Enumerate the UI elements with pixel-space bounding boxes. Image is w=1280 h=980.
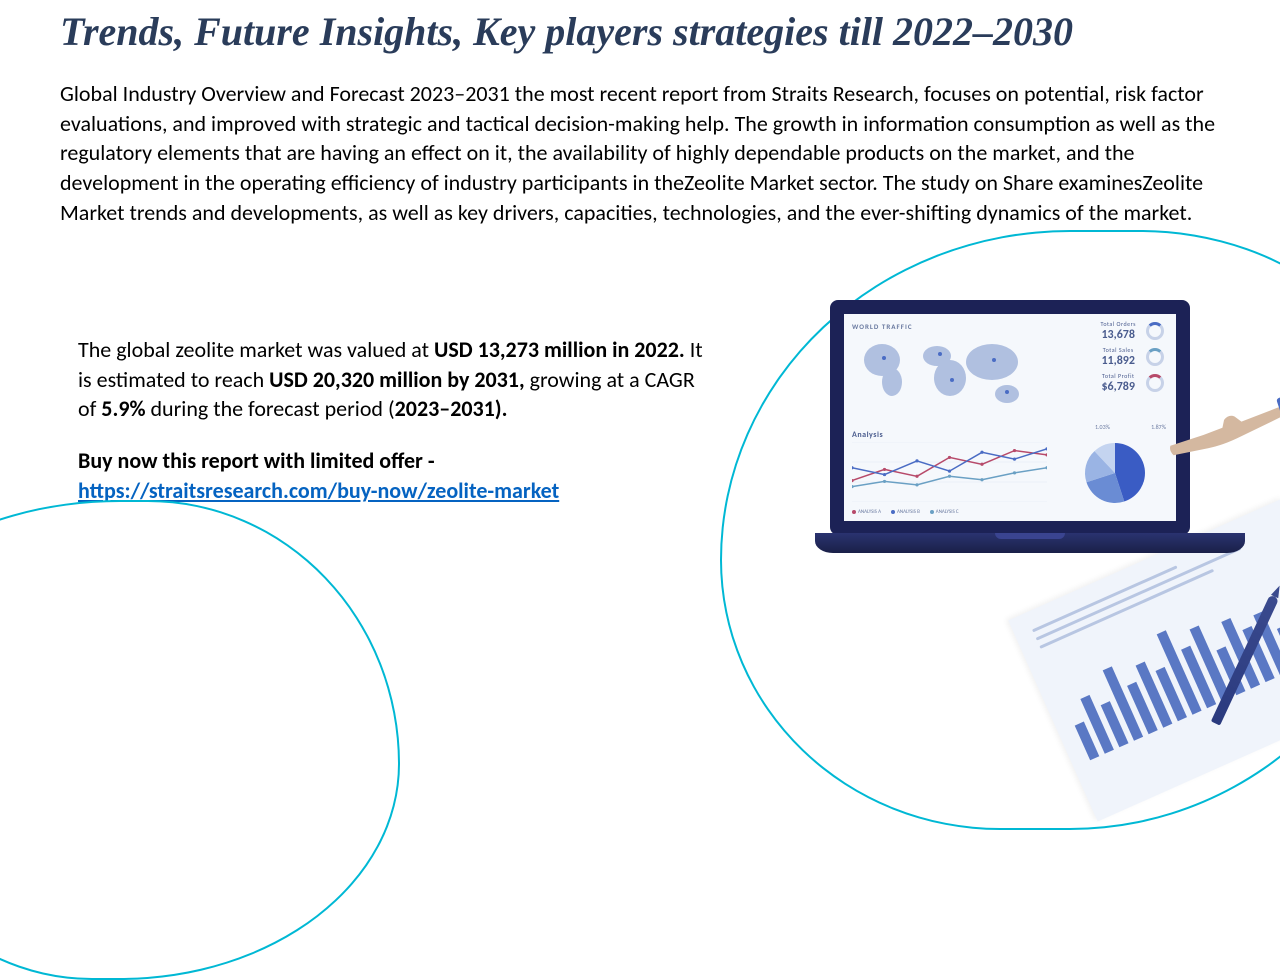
donut-icon xyxy=(1146,348,1164,366)
valuation-paragraph: The global zeolite market was valued at … xyxy=(78,335,718,424)
stats-column: Total Orders 13,678 Total Sales 11,892 T… xyxy=(1100,320,1136,398)
summary-block: The global zeolite market was valued at … xyxy=(18,335,778,505)
analysis-label: Analysis xyxy=(852,430,1047,440)
pie-pct-a: 1.03% xyxy=(1095,423,1110,431)
legend-item: ANALYSIS A xyxy=(852,509,881,515)
cagr: 5.9% xyxy=(101,395,145,422)
page-title: Trends, Future Insights, Key players str… xyxy=(0,0,1280,54)
cta-paragraph: Buy now this report with limited offer -… xyxy=(78,446,718,505)
profit-label: Total Profit xyxy=(1100,372,1136,380)
period: 2023–2031). xyxy=(395,395,508,422)
line-chart xyxy=(852,442,1047,502)
legend-item: ANALYSIS B xyxy=(891,509,920,515)
world-map-icon xyxy=(852,332,1037,422)
donut-icon xyxy=(1146,374,1164,392)
laptop-illustration: WORLD TRAFFIC xyxy=(815,300,1245,553)
donut-icon xyxy=(1146,322,1164,340)
mini-donut-column xyxy=(1146,322,1170,400)
pie-chart-area: 1.03% 1.87% xyxy=(1075,423,1170,513)
orders-value: 13,678 xyxy=(1100,328,1136,342)
chart-legend: ANALYSIS A ANALYSIS B ANALYSIS C xyxy=(852,509,1047,515)
sales-label: Total Sales xyxy=(1100,346,1136,354)
val-2022: USD 13,273 million in 2022. xyxy=(434,336,685,363)
analysis-chart-area: Analysis ANALYSIS A ANALYSIS B ANALYSIS C xyxy=(852,430,1047,515)
legend-item: ANALYSIS C xyxy=(930,509,959,515)
overview-paragraph: Global Industry Overview and Forecast 20… xyxy=(0,54,1280,227)
val-2031: USD 20,320 million by 2031, xyxy=(269,366,524,393)
sales-value: 11,892 xyxy=(1100,354,1136,368)
orders-label: Total Orders xyxy=(1100,320,1136,328)
laptop-screen: WORLD TRAFFIC xyxy=(830,300,1190,535)
profit-value: $6,789 xyxy=(1100,380,1136,394)
laptop-base xyxy=(815,533,1245,553)
cta-label: Buy now this report with limited offer - xyxy=(78,447,435,474)
dashboard-screen: WORLD TRAFFIC xyxy=(844,314,1176,521)
pie-chart xyxy=(1075,433,1155,513)
decorative-blob-left xyxy=(0,500,400,980)
text-seg: during the forecast period ( xyxy=(146,395,395,422)
text-seg: The global zeolite market was valued at xyxy=(78,336,434,363)
